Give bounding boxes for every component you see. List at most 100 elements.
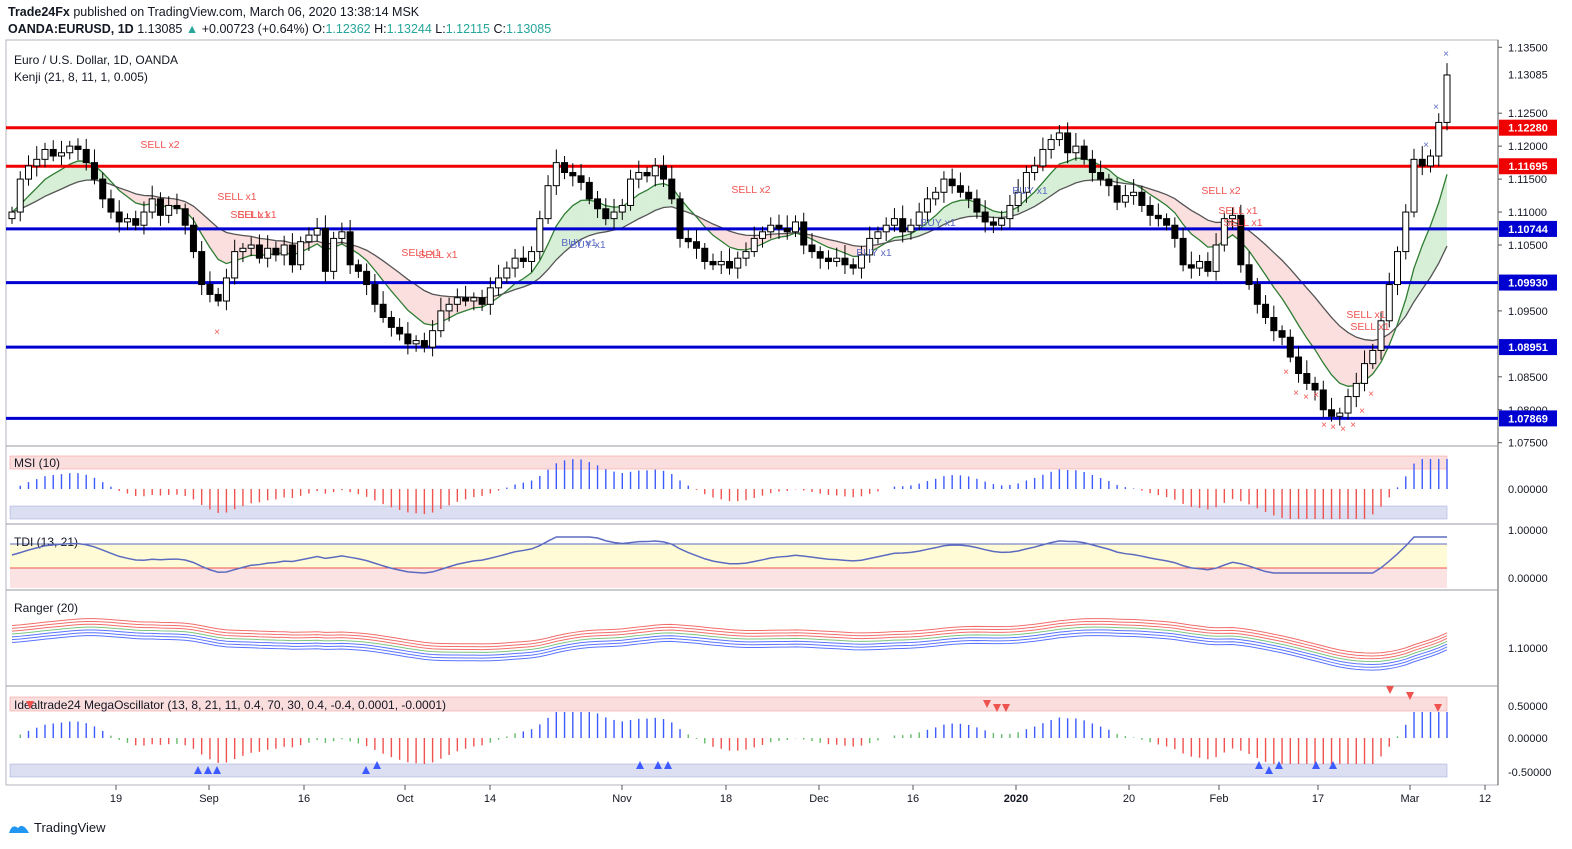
- x-tick-label: 18: [720, 793, 732, 805]
- candle-body: [610, 211, 618, 220]
- candle-body: [1237, 214, 1245, 266]
- candle-body: [857, 254, 865, 269]
- candle-body: [808, 244, 816, 253]
- kenji-band: [952, 200, 961, 221]
- signal-label: SELL x1: [1350, 321, 1389, 333]
- candle-body: [643, 172, 651, 177]
- kenji-band: [1414, 245, 1423, 302]
- level-badge: [1499, 410, 1557, 427]
- candle-body: [363, 270, 371, 286]
- candle-body: [33, 158, 41, 167]
- signal-label: BUY x1: [561, 237, 597, 249]
- candle-body: [1130, 191, 1138, 197]
- x-tick-label: Sep: [199, 793, 219, 805]
- candle-body: [288, 244, 296, 266]
- candle-body: [247, 244, 255, 249]
- kenji-band: [416, 284, 425, 324]
- candle-body: [90, 162, 98, 180]
- mega-buy-triangle: [1312, 761, 1320, 769]
- signal-label: SELL x1: [1223, 217, 1262, 229]
- low-label: L:: [435, 22, 446, 36]
- candle-body: [948, 178, 956, 187]
- candle-body: [684, 237, 692, 243]
- kenji-band: [176, 199, 186, 211]
- candle-body: [1295, 356, 1303, 375]
- tradingview-footer[interactable]: TradingView: [8, 820, 106, 835]
- candle-body: [874, 231, 882, 239]
- candle-body: [602, 208, 610, 220]
- mega-buy-triangle: [636, 761, 644, 769]
- candle-body: [552, 162, 560, 187]
- kenji-band: [69, 160, 78, 186]
- x-tick-label: 2020: [1004, 793, 1028, 805]
- y-tick-label: 1.12500: [1508, 108, 1548, 120]
- candle-body: [206, 284, 214, 295]
- sell-marker: ×: [214, 327, 220, 338]
- kenji-band: [572, 200, 582, 245]
- sell-marker: ×: [1359, 406, 1365, 417]
- kenji-band: [374, 255, 384, 281]
- candle-body: [1311, 382, 1319, 391]
- sell-marker: ×: [1321, 420, 1327, 431]
- candle-body: [1088, 158, 1096, 174]
- kenji-band: [770, 233, 779, 240]
- kenji-band: [242, 235, 252, 259]
- kenji-band: [28, 187, 37, 206]
- candle-body: [577, 175, 585, 183]
- ranger-line: [11, 620, 1448, 657]
- candle-body: [1121, 195, 1129, 203]
- candle-body: [231, 251, 239, 279]
- signal-label: BUY x1: [856, 247, 892, 259]
- candle-body: [767, 224, 775, 233]
- kenji-band: [36, 179, 45, 201]
- candle-body: [569, 172, 577, 177]
- kenji-band: [1315, 297, 1324, 364]
- candle-body: [635, 172, 643, 180]
- tdi-tick-label: 0.00000: [1508, 573, 1548, 585]
- candle-body: [387, 316, 395, 328]
- publisher-name[interactable]: Trade24Fx: [8, 5, 70, 19]
- ranger-line: [11, 632, 1448, 668]
- kenji-band: [1348, 332, 1357, 387]
- candle-body: [981, 211, 989, 223]
- candle-body: [717, 260, 725, 266]
- candle-body: [453, 297, 461, 305]
- buy-marker: ×: [1433, 102, 1439, 113]
- candle-body: [140, 211, 148, 226]
- signal-label: SELL x1: [237, 209, 276, 221]
- mega-buy-triangle: [1275, 761, 1283, 769]
- candle-body: [338, 231, 346, 239]
- close-label: C:: [493, 22, 506, 36]
- signal-label: SELL x1: [230, 209, 269, 221]
- candle-body: [651, 165, 659, 177]
- candle-body: [189, 224, 197, 253]
- mega-title: Idealtrade24 MegaOscillator (13, 8, 21, …: [14, 698, 446, 712]
- ranger-line: [11, 626, 1448, 663]
- level-label: 1.07869: [1508, 413, 1548, 425]
- kenji-band: [737, 233, 746, 251]
- candle-body: [1270, 316, 1278, 332]
- candle-body: [940, 178, 948, 193]
- candle-body: [1385, 284, 1393, 322]
- candle-body: [1427, 155, 1435, 167]
- candle-body: [1402, 211, 1410, 253]
- x-tick-label: 16: [298, 793, 310, 805]
- candle-body: [833, 257, 841, 262]
- level-badge: [1499, 274, 1557, 291]
- signal-label: SELL x1: [1346, 309, 1385, 321]
- kenji-band: [1298, 278, 1307, 339]
- candle-body: [1286, 336, 1294, 358]
- y-tick-label: 1.07500: [1508, 438, 1548, 450]
- candle-body: [734, 257, 742, 269]
- candle-body: [791, 221, 799, 233]
- candle-body: [379, 303, 387, 318]
- kenji-band: [1051, 164, 1060, 196]
- kenji-band: [638, 190, 648, 219]
- candle-body: [132, 218, 140, 226]
- candle-body: [1344, 396, 1352, 414]
- mega-buy-triangle: [1329, 761, 1337, 769]
- mega-sell-triangle: [26, 701, 34, 709]
- candle-body: [57, 152, 65, 157]
- kenji-band: [729, 231, 738, 250]
